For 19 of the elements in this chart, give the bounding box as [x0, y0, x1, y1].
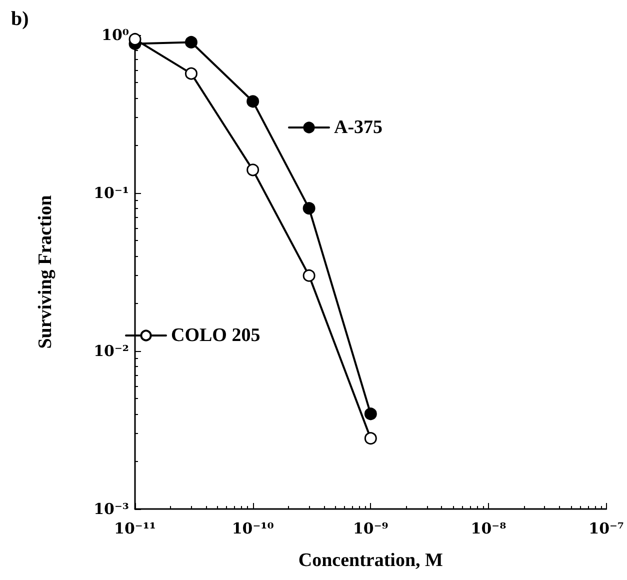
y-tick-label: 10⁰	[102, 26, 130, 44]
x-tick-label: 10⁻⁹	[352, 520, 388, 538]
point	[364, 408, 377, 420]
legend-label: COLO 205	[171, 325, 260, 346]
point	[246, 164, 260, 176]
x-tick-label: 10⁻¹⁰	[232, 520, 274, 538]
x-tick-label: 10⁻⁷	[588, 520, 624, 538]
point	[128, 33, 142, 46]
x-tick-label: 10⁻⁸	[470, 520, 507, 538]
x-tick-label: 10⁻¹¹	[114, 520, 156, 538]
y-tick-label: 10⁻²	[94, 342, 129, 360]
point	[246, 95, 260, 108]
chart-title: b)	[11, 8, 29, 30]
legend-label: A-375	[334, 117, 383, 138]
y-tick-label: 10⁻³	[94, 500, 129, 518]
point	[364, 432, 377, 445]
y-axis-title: Surviving Fraction	[35, 194, 56, 349]
x-axis-title: Concentration, M	[298, 550, 444, 571]
y-tick-label: 10⁻¹	[94, 184, 129, 202]
